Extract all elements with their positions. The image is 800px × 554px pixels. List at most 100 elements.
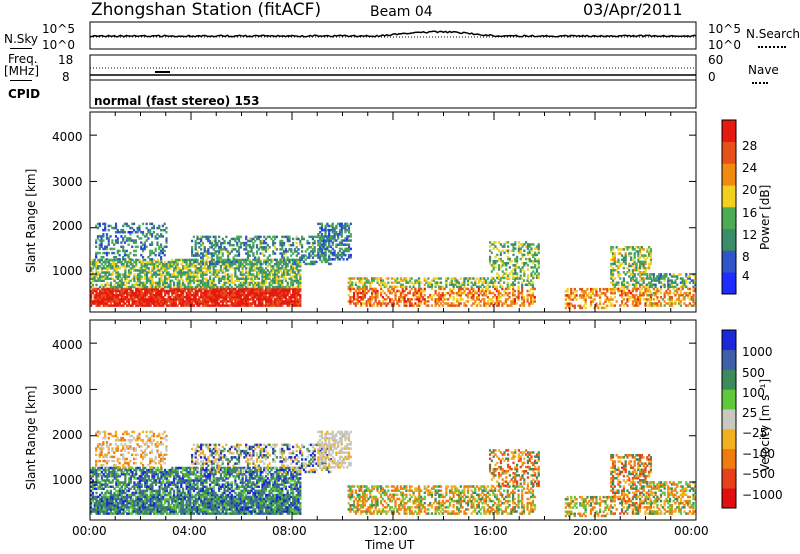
power-cell [165, 237, 167, 239]
power-cell [692, 294, 694, 296]
power-cell [343, 258, 345, 260]
power-cell [514, 247, 516, 249]
power-cell [612, 246, 614, 248]
power-cell [263, 254, 265, 256]
power-cell [147, 237, 149, 239]
power-cell [276, 248, 278, 250]
power-cell [405, 277, 407, 279]
power-cell [299, 294, 301, 296]
power-cell [350, 223, 352, 225]
power-cell [387, 277, 389, 279]
power-cell [398, 304, 400, 306]
power-cell [483, 298, 485, 300]
power-cell [126, 250, 128, 252]
power-cell [516, 256, 518, 258]
power-cell [138, 225, 140, 227]
power-cell [576, 294, 578, 296]
power-cell [649, 290, 651, 292]
power-cell [507, 281, 509, 283]
power-cell [106, 233, 108, 235]
power-cell [155, 248, 157, 250]
radar-plot [0, 0, 800, 554]
power-cell [223, 240, 225, 242]
power-cell [155, 254, 157, 256]
power-cell [514, 241, 516, 243]
power-cell [108, 229, 110, 231]
power-cell [480, 304, 482, 306]
power-cell [447, 277, 449, 279]
velocity-heatmap [90, 431, 696, 518]
power-cell [118, 254, 120, 256]
power-cell [301, 244, 303, 246]
power-cell [396, 286, 398, 288]
power-cell [465, 304, 467, 306]
power-cell [332, 223, 334, 225]
power-cell [350, 233, 352, 235]
power-cell [153, 225, 155, 227]
power-cell [660, 292, 662, 294]
power-cell [635, 277, 637, 279]
power-cell [643, 277, 645, 279]
power-cell [440, 281, 442, 283]
power-cell [287, 256, 289, 258]
power-cell [532, 281, 534, 283]
power-cell [496, 254, 498, 256]
power-cell [460, 302, 462, 304]
power-cell [617, 259, 619, 261]
power-cell [164, 254, 166, 256]
power-cell [238, 261, 240, 263]
power-cell [196, 250, 198, 252]
power-cell [182, 280, 184, 282]
power-cell [314, 246, 316, 248]
power-cell [232, 263, 234, 265]
power-cell [491, 277, 493, 279]
power-cell [131, 246, 133, 248]
power-cell [148, 267, 150, 269]
power-cell [99, 223, 101, 225]
power-cell [222, 261, 224, 263]
power-cell [151, 258, 153, 260]
power-cell [146, 246, 148, 248]
power-cell [511, 260, 513, 262]
power-cell [527, 275, 529, 277]
power-cell [140, 237, 142, 239]
power-cell [296, 242, 298, 244]
power-cell [574, 305, 576, 307]
power-cell [623, 267, 625, 269]
power-cell [517, 286, 519, 288]
power-cell [118, 250, 120, 252]
power-cell [164, 223, 166, 225]
power-cell [498, 275, 500, 277]
power-cell [292, 238, 294, 240]
power-cell [350, 248, 352, 250]
power-cell [650, 248, 652, 250]
power-cell [301, 250, 303, 252]
power-cell [231, 273, 233, 275]
power-cell [387, 281, 389, 283]
power-cell [314, 240, 316, 242]
power-cell [240, 236, 242, 238]
power-cell [290, 248, 292, 250]
power-cell [617, 281, 619, 283]
power-cell [315, 261, 317, 263]
power-cell [299, 269, 301, 271]
power-cell [142, 231, 144, 233]
power-cell [599, 288, 601, 290]
power-cell [348, 243, 350, 245]
power-cell [269, 246, 271, 248]
power-cell [509, 266, 511, 268]
power-cell [626, 304, 628, 306]
power-cell [124, 231, 126, 233]
power-cell [135, 250, 137, 252]
power-cell [113, 248, 115, 250]
power-cell [434, 290, 436, 292]
power-cell [285, 261, 287, 263]
power-cell [191, 240, 193, 242]
power-cell [142, 256, 144, 258]
power-cell [523, 250, 525, 252]
power-cell [527, 268, 529, 270]
power-cell [274, 252, 276, 254]
power-cell [146, 223, 148, 225]
power-cell [664, 284, 666, 286]
power-cell [274, 259, 276, 261]
